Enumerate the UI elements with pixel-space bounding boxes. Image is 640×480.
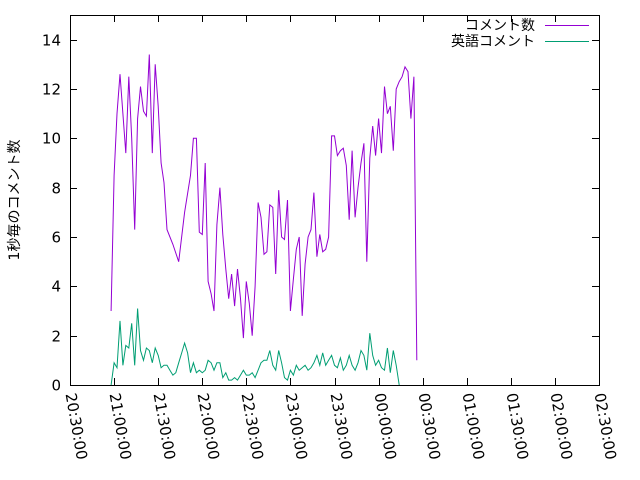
y-axis-label: 1秒毎のコメント数 xyxy=(7,140,23,261)
legend-label: コメント数 xyxy=(465,18,535,34)
x-tick-label: 21:30:00 xyxy=(150,392,179,461)
x-axis-ticks: 20:30:00 21:00:00 21:30:00 22:00:00 22:30:00… xyxy=(62,15,620,461)
x-tick-label: 23:00:00 xyxy=(282,392,311,461)
x-tick-label: 20:30:00 xyxy=(62,392,91,461)
series-line-1 xyxy=(110,308,400,386)
x-tick-label: 01:30:00 xyxy=(503,392,532,461)
x-tick-label: 00:00:00 xyxy=(371,392,400,461)
x-tick-label: 02:00:00 xyxy=(547,392,576,461)
y-axis-ticks: 0 2 4 6 8 10 12 14 xyxy=(42,32,599,395)
y-tick-label: 4 xyxy=(51,278,61,296)
y-tick-label: 8 xyxy=(51,180,61,198)
x-tick-label: 22:30:00 xyxy=(238,392,267,461)
x-tick-label: 22:00:00 xyxy=(194,392,223,461)
legend-label: 英語コメント xyxy=(451,33,535,50)
series-lines xyxy=(110,54,418,386)
x-tick-label: 23:30:00 xyxy=(327,392,356,461)
plot-area: 0 2 4 6 8 10 12 14 20:30:00 21:00:00 21:30:00 22:0… xyxy=(42,15,620,461)
y-tick-label: 12 xyxy=(42,81,61,99)
y-tick-label: 14 xyxy=(42,32,61,50)
y-tick-label: 6 xyxy=(51,229,61,247)
series-line-0 xyxy=(110,54,418,361)
x-tick-label: 00:30:00 xyxy=(415,392,444,461)
y-tick-label: 10 xyxy=(42,130,61,148)
y-tick-label: 2 xyxy=(51,328,61,346)
x-tick-label: 02:30:00 xyxy=(591,392,620,461)
x-tick-label: 21:00:00 xyxy=(106,392,135,461)
x-tick-label: 01:00:00 xyxy=(459,392,488,461)
y-tick-label: 0 xyxy=(51,377,61,395)
